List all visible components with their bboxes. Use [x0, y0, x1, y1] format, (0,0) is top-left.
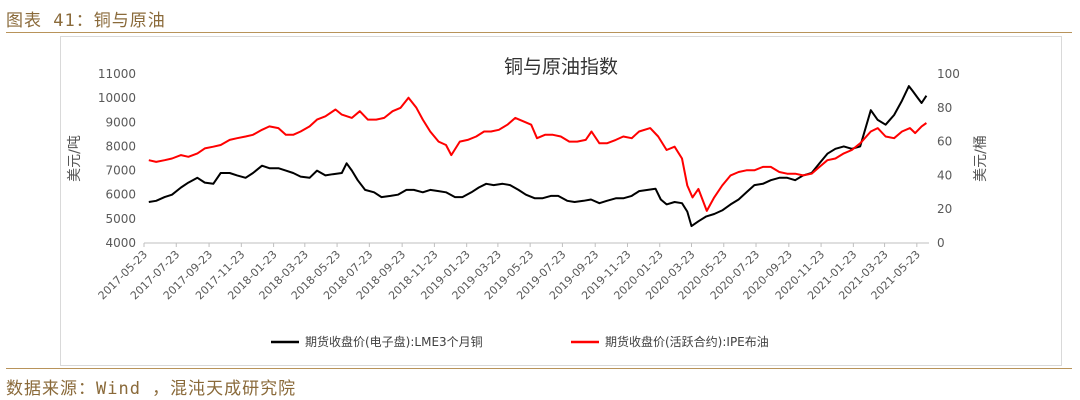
y-right-tick-label: 60 [937, 135, 952, 149]
y-right-tick-label: 40 [937, 168, 952, 182]
series-group [148, 85, 928, 228]
top-rule [6, 32, 1072, 33]
y-right-tick-label: 80 [937, 101, 952, 115]
legend-label: 期货收盘价(活跃合约):IPE布油 [605, 334, 769, 349]
y-right-tick-label: 100 [937, 67, 960, 81]
chart-title: 铜与原油指数 [504, 56, 618, 78]
y-right-tick-label: 0 [937, 236, 945, 250]
y-right-tick-label: 20 [937, 202, 952, 216]
bottom-rule [6, 368, 1072, 369]
y-left-tick-label: 9000 [105, 115, 136, 129]
y-left-tick-label: 6000 [105, 188, 136, 202]
y-left-tick-label: 10000 [98, 91, 136, 105]
y-left-tick-label: 8000 [105, 139, 136, 153]
y-left-tick-label: 7000 [105, 164, 136, 178]
y-left-tick-label: 11000 [98, 67, 136, 81]
y-left-tick-label: 5000 [105, 212, 136, 226]
y-axis-left-label: 美元/吨 [67, 135, 83, 182]
chart-panel: 铜与原油指数 美元/吨 美元/桶 4000 5000 6000 7000 8000 900… [60, 36, 1062, 366]
copper-series-line [148, 85, 928, 228]
figure-label: 图表 41：铜与原油 [6, 11, 166, 31]
axes-group: 4000 5000 6000 7000 8000 9000 10000 11000 0 20 40 6… [96, 67, 960, 302]
legend: 期货收盘价(电子盘):LME3个月铜 期货收盘价(活跃合约):IPE布油 [271, 334, 769, 349]
y-axis-right-label: 美元/桶 [973, 135, 989, 182]
legend-label: 期货收盘价(电子盘):LME3个月铜 [305, 334, 483, 349]
source-note: 数据来源：Wind ，混沌天成研究院 [6, 379, 297, 399]
brent-series-line [148, 96, 927, 212]
chart-svg: 铜与原油指数 美元/吨 美元/桶 4000 5000 6000 7000 8000 900… [67, 56, 989, 349]
y-left-tick-label: 4000 [105, 236, 136, 250]
